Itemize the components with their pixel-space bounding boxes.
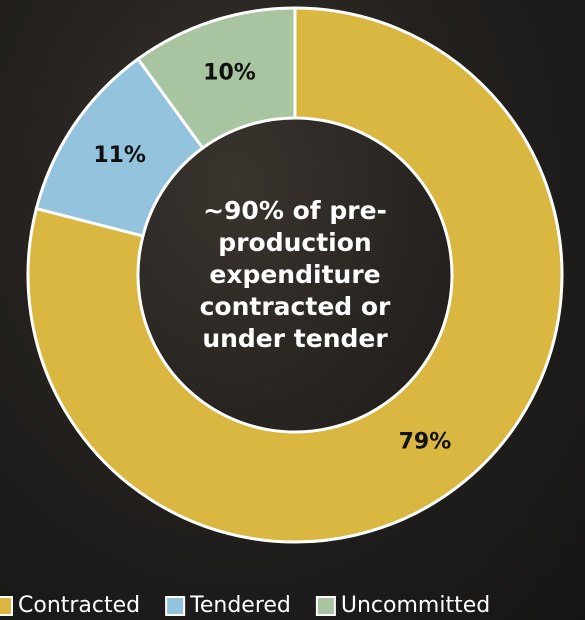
value-label: 79% [399, 430, 452, 455]
value-label: 10% [203, 60, 256, 85]
center-label: ~90% of pre-production expenditure contr… [199, 196, 391, 353]
donut-slice [26, 6, 564, 544]
legend-swatch [315, 596, 336, 616]
legend-label: Tendered [189, 593, 291, 618]
legend-label: Uncommitted [341, 593, 490, 618]
legend-label: Contracted [18, 593, 140, 618]
value-label: 11% [93, 143, 146, 168]
donut-slice [135, 6, 297, 151]
legend-swatch [0, 596, 13, 616]
legend-swatch [165, 596, 186, 616]
